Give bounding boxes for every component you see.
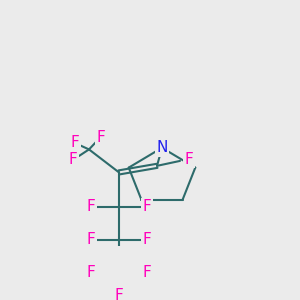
Text: F: F bbox=[70, 135, 80, 150]
Text: F: F bbox=[97, 130, 105, 146]
Text: F: F bbox=[87, 232, 95, 247]
Text: F: F bbox=[115, 288, 123, 300]
Text: F: F bbox=[184, 152, 194, 167]
Text: F: F bbox=[87, 265, 95, 280]
Text: F: F bbox=[87, 200, 95, 214]
Text: F: F bbox=[142, 232, 152, 247]
Text: F: F bbox=[142, 265, 152, 280]
Text: F: F bbox=[69, 152, 77, 167]
Text: N: N bbox=[156, 140, 168, 155]
Text: F: F bbox=[142, 200, 152, 214]
